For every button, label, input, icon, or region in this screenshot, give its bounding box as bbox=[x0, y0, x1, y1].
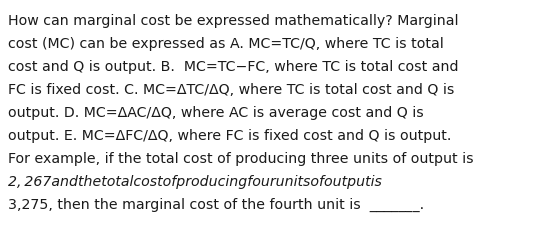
Text: cost (MC) can be expressed as A. MC=TC/Q, where TC is total: cost (MC) can be expressed as A. MC=TC/Q… bbox=[8, 37, 444, 51]
Text: 3,275, then the marginal cost of the fourth unit is  _______.: 3,275, then the marginal cost of the fou… bbox=[8, 197, 424, 211]
Text: 2, 267andthetotalcostofproducingfourunitsofoutputis: 2, 267andthetotalcostofproducingfourunit… bbox=[8, 174, 382, 188]
Text: FC is fixed cost. C. MC=ΔTC/ΔQ, where TC is total cost and Q is: FC is fixed cost. C. MC=ΔTC/ΔQ, where TC… bbox=[8, 83, 454, 97]
Text: cost and Q is output. B.  MC=TC−FC, where TC is total cost and: cost and Q is output. B. MC=TC−FC, where… bbox=[8, 60, 459, 74]
Text: output. E. MC=ΔFC/ΔQ, where FC is fixed cost and Q is output.: output. E. MC=ΔFC/ΔQ, where FC is fixed … bbox=[8, 128, 451, 142]
Text: For example, if the total cost of producing three units of output is: For example, if the total cost of produc… bbox=[8, 151, 474, 165]
Text: How can marginal cost be expressed mathematically? Marginal: How can marginal cost be expressed mathe… bbox=[8, 14, 459, 28]
Text: output. D. MC=ΔAC/ΔQ, where AC is average cost and Q is: output. D. MC=ΔAC/ΔQ, where AC is averag… bbox=[8, 106, 424, 120]
